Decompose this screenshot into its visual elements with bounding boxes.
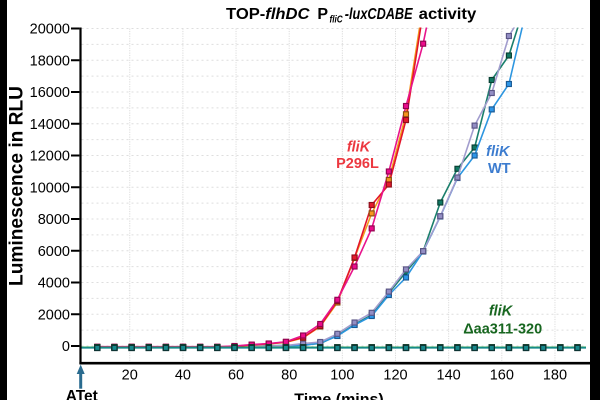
svg-text:activity: activity: [419, 6, 477, 23]
svg-text:140: 140: [437, 368, 461, 384]
svg-text:2000: 2000: [38, 307, 70, 323]
svg-text:6000: 6000: [38, 244, 70, 260]
svg-text:-luxCDABE: -luxCDABE: [345, 6, 414, 23]
svg-text:Luminescence in RLU: Luminescence in RLU: [7, 86, 28, 286]
svg-text:Time (mins): Time (mins): [294, 392, 384, 400]
svg-text:60: 60: [228, 368, 244, 384]
svg-text:18000: 18000: [30, 53, 70, 69]
svg-text:P: P: [317, 6, 328, 23]
svg-text:fliK: fliK: [489, 303, 514, 319]
svg-text:10000: 10000: [30, 180, 70, 196]
svg-text:4000: 4000: [38, 276, 70, 292]
svg-text:40: 40: [175, 368, 191, 384]
svg-text:16000: 16000: [30, 85, 70, 101]
svg-text:0: 0: [62, 339, 70, 355]
svg-text:160: 160: [490, 368, 514, 384]
svg-text:Δaa311-320: Δaa311-320: [463, 321, 542, 337]
svg-text:P296L: P296L: [336, 156, 379, 172]
svg-text:12000: 12000: [30, 149, 70, 165]
svg-text:20000: 20000: [30, 22, 70, 38]
svg-text:WT: WT: [488, 161, 511, 177]
svg-text:100: 100: [330, 368, 354, 384]
svg-text:8000: 8000: [38, 212, 70, 228]
svg-text:ATet: ATet: [66, 388, 98, 400]
svg-text:20: 20: [122, 368, 138, 384]
svg-text:TOP-flhDC: TOP-flhDC: [226, 6, 310, 23]
svg-text:14000: 14000: [30, 117, 70, 133]
svg-text:180: 180: [543, 368, 567, 384]
svg-text:fliK: fliK: [347, 140, 372, 156]
svg-text:80: 80: [281, 368, 297, 384]
svg-text:120: 120: [383, 368, 407, 384]
svg-text:fliK: fliK: [486, 144, 511, 160]
svg-text:fliC: fliC: [330, 14, 344, 26]
